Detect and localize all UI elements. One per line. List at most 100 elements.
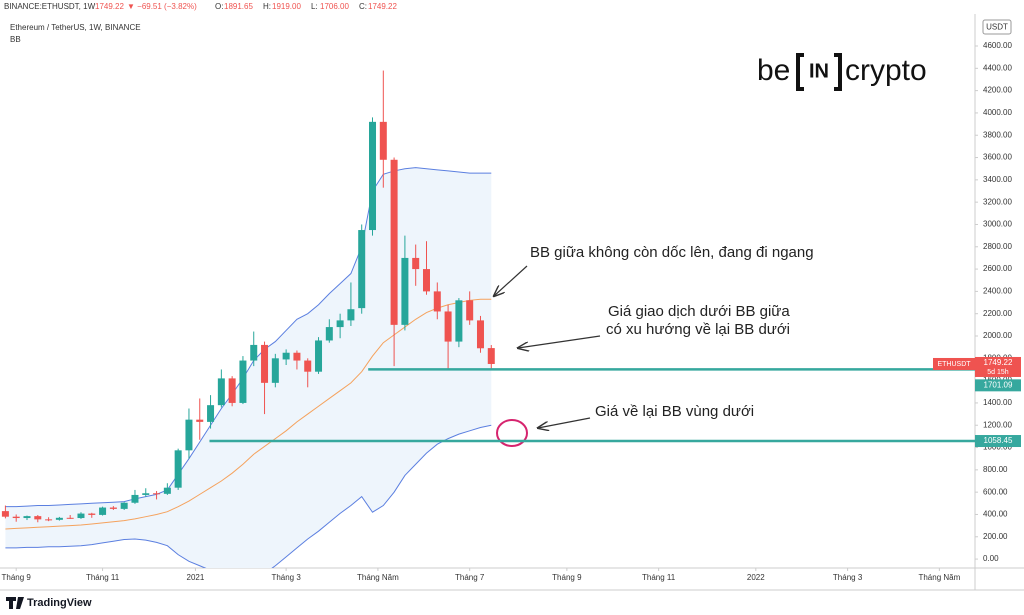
band-fill xyxy=(5,167,492,568)
candle-body xyxy=(433,291,441,312)
candle-body xyxy=(347,309,355,321)
bb-line xyxy=(5,424,492,568)
hline-label: 1058.45 xyxy=(984,436,1013,445)
symbol-box xyxy=(933,357,975,370)
arrow xyxy=(494,265,528,296)
arrow xyxy=(538,417,591,428)
candle-body xyxy=(239,360,247,403)
candle-body xyxy=(455,300,463,342)
y-tick-label: 2400.00 xyxy=(983,286,1012,295)
y-tick-label: 2200.00 xyxy=(983,309,1012,318)
candle-body xyxy=(444,311,452,342)
logo-brackets xyxy=(796,53,842,91)
symbol: BINANCE:ETHUSDT, 1W xyxy=(4,2,96,11)
ohlc-key: L: xyxy=(311,2,318,11)
candle-body xyxy=(131,494,139,503)
hline-label-box xyxy=(975,435,1021,448)
y-tick-label: 0.00 xyxy=(983,554,999,563)
logo-be: be xyxy=(757,54,790,87)
x-tick-label: Tháng 9 xyxy=(2,573,32,582)
last: 1749.22 xyxy=(95,2,124,11)
y-tick-label: 4400.00 xyxy=(983,63,1012,72)
arrow xyxy=(518,335,601,348)
candle-body xyxy=(293,352,301,361)
ohlc-value: 1706.00 xyxy=(320,2,349,11)
y-tick-label: 3600.00 xyxy=(983,153,1012,162)
candle-body xyxy=(1,511,9,517)
x-tick-label: Tháng Năm xyxy=(918,573,960,582)
candle-body xyxy=(34,516,42,520)
y-tick-label: 200.00 xyxy=(983,532,1008,541)
logo-in: IN xyxy=(809,60,829,82)
legend-bb: BB xyxy=(10,35,21,44)
y-tick-label: 3000.00 xyxy=(983,220,1012,229)
y-tick-label: 3400.00 xyxy=(983,175,1012,184)
footer: TradingView xyxy=(27,597,92,609)
y-tick-label: 400.00 xyxy=(983,510,1008,519)
x-tick-label: Tháng 11 xyxy=(86,573,120,582)
logo-crypto: crypto xyxy=(845,54,927,87)
y-tick-label: 4200.00 xyxy=(983,86,1012,95)
annotation: Giá về lại BB vùng dưới xyxy=(595,403,754,420)
annotation: BB giữa không còn dốc lên, đang đi ngang xyxy=(530,244,814,261)
candle-body xyxy=(88,513,96,515)
highlight-circle xyxy=(496,419,528,447)
y-tick-label: 1200.00 xyxy=(983,420,1012,429)
x-tick-label: 2022 xyxy=(747,573,765,582)
x-tick-label: 2021 xyxy=(187,573,205,582)
y-tick-label: 600.00 xyxy=(983,487,1008,496)
candle-body xyxy=(250,344,258,361)
bb-line xyxy=(5,298,492,530)
candle-body xyxy=(66,517,74,519)
currency-box xyxy=(982,19,1012,35)
candle-body xyxy=(487,348,495,364)
ohlc-key: H: xyxy=(263,2,271,11)
price-box xyxy=(975,356,1021,377)
y-tick-label: 3800.00 xyxy=(983,130,1012,139)
candle-body xyxy=(45,519,53,521)
ohlc-value: 1749.22 xyxy=(368,2,397,11)
y-tick-label: 2000.00 xyxy=(983,331,1012,340)
candle-body xyxy=(142,493,150,495)
candle-body xyxy=(304,360,312,372)
ohlc-value: 1891.65 xyxy=(224,2,253,11)
candle-body xyxy=(23,516,31,519)
candle-body xyxy=(261,344,269,383)
candle-body xyxy=(379,121,387,160)
header: BINANCE:ETHUSDT, 1W 1749.22 ▼ −69.51 (−3… xyxy=(4,2,197,11)
candle-body xyxy=(185,419,193,451)
legend-title: Ethereum / TetherUS, 1W, BINANCE xyxy=(10,23,141,32)
candle-body xyxy=(77,513,85,519)
x-tick-label: Tháng 7 xyxy=(455,573,485,582)
candle-body xyxy=(466,300,474,321)
candle-body xyxy=(336,320,344,328)
y-tick-label: 800.00 xyxy=(983,465,1008,474)
x-tick-label: Tháng 3 xyxy=(833,573,863,582)
y-tick-label: 4000.00 xyxy=(983,108,1012,117)
hline-label-box xyxy=(975,379,1021,392)
candle-body xyxy=(476,320,484,349)
candle-body xyxy=(163,487,171,494)
symbol-label: ETHUSDT xyxy=(937,361,971,368)
y-tick-label: 3200.00 xyxy=(983,197,1012,206)
candle-body xyxy=(217,378,225,406)
x-tick-label: Tháng Năm xyxy=(357,573,399,582)
price-label: 1749.22 xyxy=(984,358,1013,367)
ohlc-value: 1919.00 xyxy=(272,2,301,11)
y-tick-label: 2800.00 xyxy=(983,242,1012,251)
candle-body xyxy=(325,327,333,341)
ohlc-key: O: xyxy=(215,2,223,11)
candle-body xyxy=(369,121,377,231)
candle-body xyxy=(120,502,128,509)
change: ▼ −69.51 (−3.82%) xyxy=(127,2,197,11)
currency: USDT xyxy=(986,23,1008,32)
annotation: Giá giao dịch dưới BB giữa xyxy=(608,303,790,320)
candle-body xyxy=(174,450,182,488)
bb-line xyxy=(5,167,492,508)
y-tick-label: 2600.00 xyxy=(983,264,1012,273)
candle-body xyxy=(401,257,409,325)
candle-body xyxy=(228,378,236,403)
candle-body xyxy=(422,269,430,292)
y-tick-label: 1000.00 xyxy=(983,443,1012,452)
candle-body xyxy=(282,352,290,360)
